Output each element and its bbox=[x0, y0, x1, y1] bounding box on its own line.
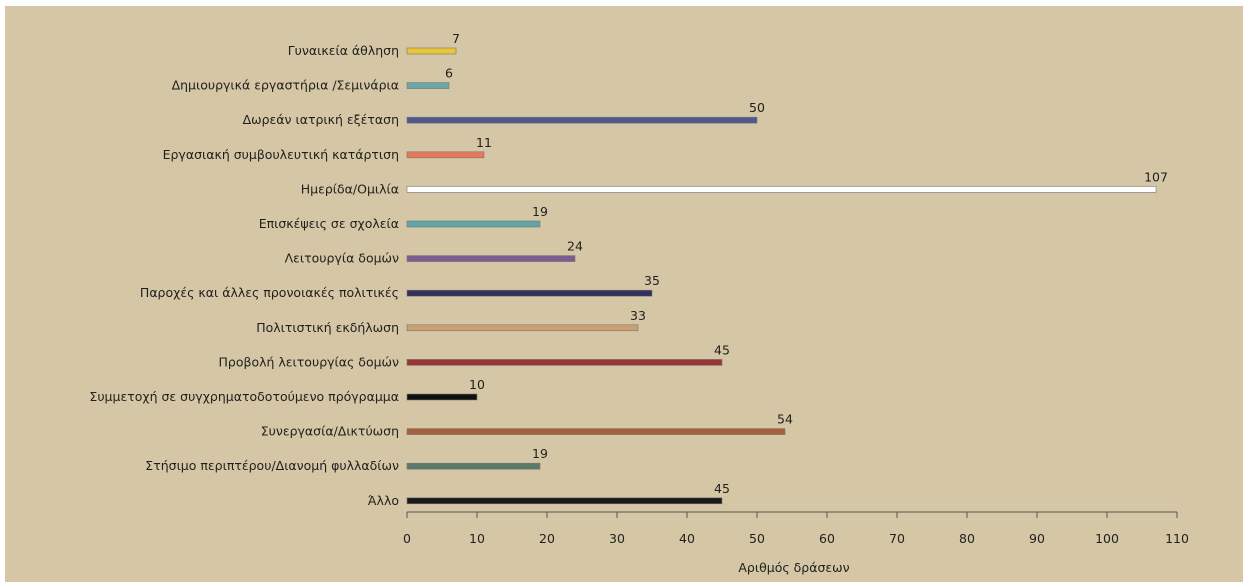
bar bbox=[406, 497, 723, 505]
bar bbox=[406, 462, 541, 470]
data-label: 6 bbox=[445, 66, 453, 81]
category-label: Πολιτιστική εκδήλωση bbox=[256, 320, 399, 335]
bar-chart: 0 10 20 30 40 50 60 70 80 90 100 110 Γυναικεία άθλη… bbox=[89, 31, 1189, 575]
data-label: 19 bbox=[532, 204, 548, 219]
data-label: 33 bbox=[630, 308, 646, 323]
x-tick-label: 110 bbox=[1165, 531, 1189, 546]
x-tick-label: 0 bbox=[403, 531, 411, 546]
category-label: Συμμετοχή σε συγχρηματοδοτούμενο πρόγραμ… bbox=[89, 389, 399, 404]
data-label: 50 bbox=[749, 100, 765, 115]
data-label: 54 bbox=[777, 412, 793, 427]
bar bbox=[406, 47, 457, 55]
category-label: Δημιουργικά εργαστήρια /Σεμινάρια bbox=[172, 78, 399, 93]
category-label: Συνεργασία/Δικτύωση bbox=[261, 424, 399, 439]
x-axis-title: Αριθμός δράσεων bbox=[738, 560, 849, 575]
category-label: Ημερίδα/Ομιλία bbox=[301, 181, 399, 196]
x-tick-label: 90 bbox=[1029, 531, 1045, 546]
bars-layer bbox=[406, 47, 1157, 505]
chart-panel: 0 10 20 30 40 50 60 70 80 90 100 110 Γυναικεία άθλη… bbox=[5, 6, 1243, 582]
bar bbox=[406, 428, 786, 435]
category-label: Γυναικεία άθληση bbox=[288, 43, 399, 58]
x-tick-label: 10 bbox=[469, 531, 485, 546]
bar bbox=[406, 359, 723, 366]
bar bbox=[406, 220, 541, 228]
bar bbox=[406, 324, 639, 332]
x-tick-label: 80 bbox=[959, 531, 975, 546]
x-axis: 0 10 20 30 40 50 60 70 80 90 100 110 bbox=[403, 511, 1189, 546]
data-label: 19 bbox=[532, 446, 548, 461]
x-tick-label: 20 bbox=[539, 531, 555, 546]
bar bbox=[406, 289, 653, 297]
category-label: Προβολή λειτουργίας δομών bbox=[219, 354, 400, 369]
x-tick-label: 40 bbox=[679, 531, 695, 546]
bar bbox=[406, 116, 758, 124]
category-label: Εργασιακή συμβουλευτική κατάρτιση bbox=[163, 147, 399, 162]
x-tick-label: 70 bbox=[889, 531, 905, 546]
bar bbox=[406, 186, 1157, 193]
data-label: 24 bbox=[567, 239, 583, 254]
bar bbox=[406, 82, 450, 89]
x-tick-label: 50 bbox=[749, 531, 765, 546]
data-label: 107 bbox=[1144, 169, 1168, 184]
category-label: Επισκέψεις σε σχολεία bbox=[259, 216, 399, 231]
category-label: Παροχές και άλλες προνοιακές πολιτικές bbox=[140, 285, 399, 300]
category-label: Στήσιμο περιπτέρου/Διανομή φυλλαδίων bbox=[145, 458, 399, 473]
data-label: 7 bbox=[452, 31, 460, 46]
category-label: Λειτουργία δομών bbox=[285, 251, 399, 266]
x-tick-label: 30 bbox=[609, 531, 625, 546]
bar bbox=[406, 255, 576, 262]
data-label: 45 bbox=[714, 342, 730, 357]
labels-layer: Γυναικεία άθληση 7 Δημιουργικά εργαστήρια … bbox=[89, 31, 1168, 508]
bar bbox=[406, 151, 485, 159]
data-label: 11 bbox=[476, 135, 492, 150]
category-label: Άλλο bbox=[368, 493, 399, 508]
x-tick-label: 100 bbox=[1095, 531, 1119, 546]
category-label: Δωρεάν ιατρική εξέταση bbox=[243, 112, 399, 127]
bar bbox=[406, 393, 478, 401]
data-label: 10 bbox=[469, 377, 485, 392]
x-tick-label: 60 bbox=[819, 531, 835, 546]
data-label: 35 bbox=[644, 273, 660, 288]
data-label: 45 bbox=[714, 481, 730, 496]
